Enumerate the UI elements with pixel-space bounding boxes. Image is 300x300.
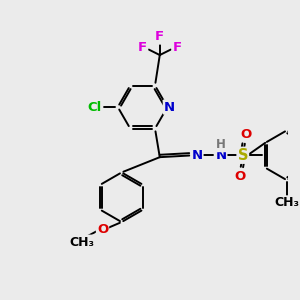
Text: Cl: Cl — [88, 100, 102, 114]
Text: N: N — [164, 100, 175, 114]
Text: N: N — [191, 149, 203, 162]
Text: O: O — [240, 128, 251, 141]
Text: N: N — [215, 149, 226, 162]
Text: F: F — [138, 41, 147, 54]
Text: H: H — [216, 138, 226, 151]
Text: CH₃: CH₃ — [274, 196, 299, 209]
Text: S: S — [238, 148, 248, 163]
Text: F: F — [172, 41, 182, 54]
Text: O: O — [97, 223, 108, 236]
Text: F: F — [155, 30, 164, 44]
Text: O: O — [234, 170, 245, 183]
Text: CH₃: CH₃ — [69, 236, 94, 249]
